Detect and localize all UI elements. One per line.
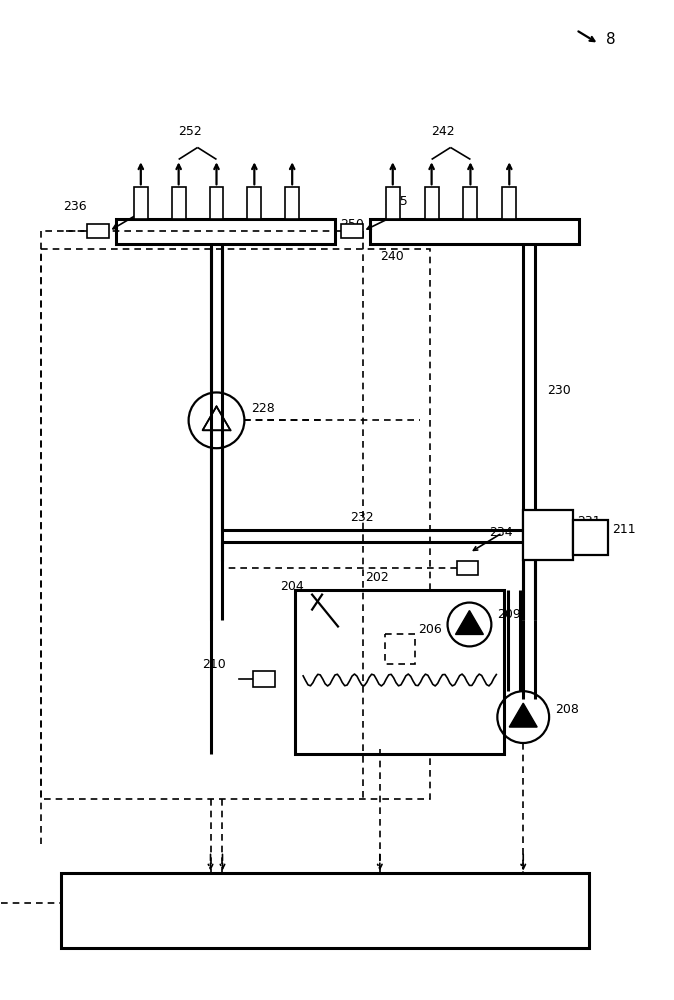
Bar bbox=[210, 187, 224, 219]
Bar bbox=[386, 187, 400, 219]
Text: 236: 236 bbox=[63, 200, 87, 213]
Text: 228: 228 bbox=[251, 402, 275, 415]
Text: 210: 210 bbox=[203, 658, 226, 671]
Bar bbox=[341, 224, 363, 238]
Text: 252: 252 bbox=[178, 125, 202, 138]
Bar bbox=[502, 187, 516, 219]
Bar bbox=[295, 590, 504, 754]
Polygon shape bbox=[510, 703, 537, 727]
Bar bbox=[523, 510, 573, 560]
Bar bbox=[385, 634, 415, 664]
Text: 控制器 12: 控制器 12 bbox=[295, 902, 355, 920]
Bar bbox=[172, 187, 185, 219]
Text: 204: 204 bbox=[280, 580, 304, 593]
Text: 234: 234 bbox=[489, 526, 513, 539]
Text: 235: 235 bbox=[384, 195, 408, 208]
Bar bbox=[116, 219, 335, 244]
Text: 230: 230 bbox=[547, 384, 571, 397]
Polygon shape bbox=[456, 611, 483, 634]
Text: 8: 8 bbox=[606, 32, 615, 47]
Text: 202: 202 bbox=[365, 571, 389, 584]
Bar bbox=[370, 219, 579, 244]
Text: 250: 250 bbox=[340, 218, 364, 231]
Bar bbox=[61, 873, 589, 948]
Text: 211: 211 bbox=[612, 523, 636, 536]
Bar bbox=[253, 671, 275, 687]
Bar bbox=[134, 187, 148, 219]
Text: 209: 209 bbox=[497, 608, 521, 621]
Bar bbox=[41, 249, 429, 799]
Text: 240: 240 bbox=[380, 250, 404, 263]
Text: 242: 242 bbox=[431, 125, 454, 138]
Text: 208: 208 bbox=[555, 703, 579, 716]
Bar bbox=[464, 187, 477, 219]
Bar bbox=[247, 187, 262, 219]
Bar bbox=[425, 187, 439, 219]
Bar bbox=[285, 187, 299, 219]
Text: 232: 232 bbox=[350, 511, 373, 524]
Bar bbox=[87, 224, 109, 238]
Text: 206: 206 bbox=[418, 623, 441, 636]
Text: 231: 231 bbox=[577, 515, 601, 528]
Bar bbox=[573, 520, 608, 555]
Bar bbox=[456, 561, 479, 575]
